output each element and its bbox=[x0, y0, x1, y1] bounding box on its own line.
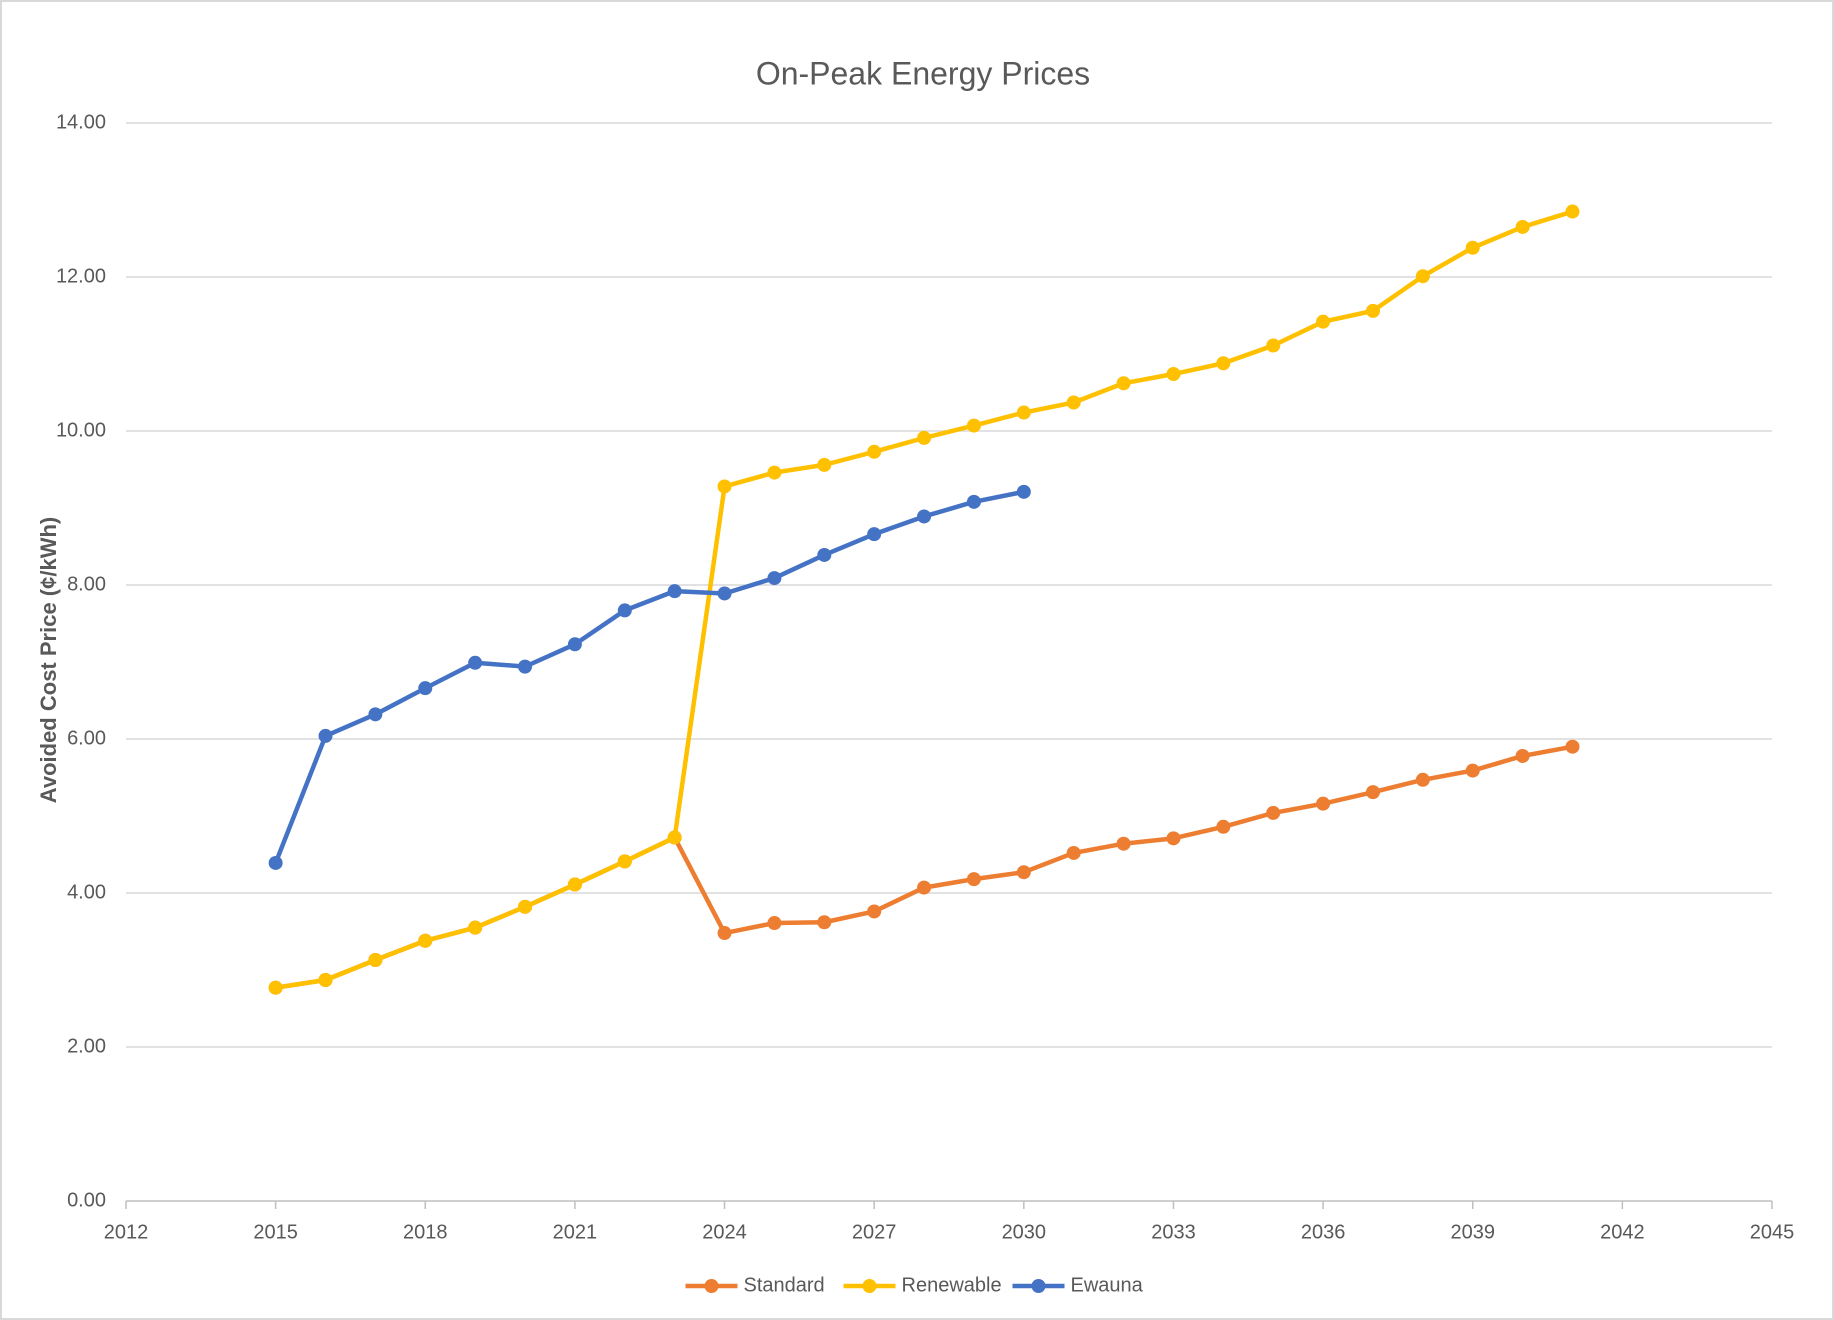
data-point bbox=[1565, 204, 1580, 219]
data-point bbox=[966, 418, 981, 433]
data-point bbox=[268, 980, 283, 995]
data-point bbox=[1316, 796, 1331, 811]
data-point bbox=[567, 637, 582, 652]
data-point bbox=[268, 855, 283, 870]
chart-title: On-Peak Energy Prices bbox=[756, 55, 1090, 91]
data-point bbox=[867, 444, 882, 459]
data-point bbox=[368, 952, 383, 967]
x-tick-label: 2021 bbox=[553, 1221, 598, 1243]
legend-marker bbox=[704, 1279, 719, 1293]
data-point bbox=[1465, 240, 1480, 255]
data-point bbox=[817, 915, 832, 930]
data-point bbox=[1266, 338, 1281, 353]
data-point bbox=[1565, 739, 1580, 754]
legend-label: Standard bbox=[744, 1274, 825, 1296]
data-point bbox=[1515, 748, 1530, 763]
data-point bbox=[1415, 772, 1430, 787]
x-tick-label: 2036 bbox=[1301, 1221, 1346, 1243]
data-point bbox=[717, 926, 732, 941]
y-axis-label: Avoided Cost Price (¢/kWh) bbox=[36, 517, 61, 803]
data-point bbox=[717, 586, 732, 601]
data-point bbox=[468, 655, 483, 670]
data-point bbox=[1016, 484, 1031, 499]
legend-marker bbox=[1031, 1279, 1046, 1293]
y-tick-label: 0.00 bbox=[67, 1189, 106, 1211]
data-point bbox=[617, 603, 632, 618]
data-point bbox=[767, 465, 782, 480]
data-point bbox=[966, 872, 981, 887]
data-point bbox=[917, 880, 932, 895]
data-point bbox=[468, 920, 483, 935]
data-point bbox=[817, 457, 832, 472]
data-point bbox=[767, 571, 782, 586]
data-point bbox=[368, 707, 383, 722]
y-tick-label: 6.00 bbox=[67, 727, 106, 749]
data-point bbox=[667, 830, 682, 845]
data-point bbox=[817, 547, 832, 562]
data-point bbox=[966, 494, 981, 509]
x-tick-label: 2012 bbox=[104, 1221, 149, 1243]
x-tick-label: 2045 bbox=[1750, 1221, 1795, 1243]
data-point bbox=[867, 527, 882, 542]
data-point bbox=[418, 681, 433, 696]
data-point bbox=[1016, 405, 1031, 420]
data-point bbox=[767, 916, 782, 931]
data-point bbox=[418, 933, 433, 948]
series-line bbox=[273, 489, 1025, 864]
data-point bbox=[518, 659, 533, 674]
data-point bbox=[1166, 367, 1181, 382]
x-tick-label: 2018 bbox=[403, 1221, 448, 1243]
data-point bbox=[1465, 763, 1480, 778]
x-tick-label: 2030 bbox=[1002, 1221, 1047, 1243]
data-point bbox=[667, 584, 682, 599]
x-tick-label: 2033 bbox=[1151, 1221, 1196, 1243]
data-point bbox=[1266, 805, 1281, 820]
x-tick-label: 2015 bbox=[253, 1221, 298, 1243]
y-tick-label: 8.00 bbox=[67, 573, 106, 595]
data-point bbox=[867, 904, 882, 919]
y-tick-label: 2.00 bbox=[67, 1035, 106, 1057]
x-tick-label: 2027 bbox=[852, 1221, 897, 1243]
data-point bbox=[1316, 314, 1331, 329]
data-point bbox=[917, 509, 932, 524]
data-point bbox=[1016, 865, 1031, 880]
data-point bbox=[318, 728, 333, 743]
data-point bbox=[1066, 395, 1081, 410]
data-point bbox=[1166, 831, 1181, 846]
x-tick-label: 2024 bbox=[702, 1221, 747, 1243]
data-point bbox=[617, 854, 632, 869]
y-tick-label: 4.00 bbox=[67, 881, 106, 903]
data-point bbox=[717, 479, 732, 494]
data-point bbox=[917, 430, 932, 445]
y-tick-label: 12.00 bbox=[56, 265, 106, 287]
legend-marker bbox=[862, 1279, 877, 1293]
data-point bbox=[567, 877, 582, 892]
data-point bbox=[1415, 269, 1430, 284]
data-point bbox=[1116, 836, 1131, 851]
data-point bbox=[1216, 819, 1231, 834]
data-point bbox=[1066, 845, 1081, 860]
y-tick-label: 10.00 bbox=[56, 419, 106, 441]
data-point bbox=[518, 899, 533, 914]
data-point bbox=[1116, 376, 1131, 391]
x-tick-label: 2039 bbox=[1450, 1221, 1495, 1243]
data-point bbox=[1365, 303, 1380, 318]
data-point bbox=[318, 973, 333, 988]
legend-label: Renewable bbox=[902, 1274, 1002, 1296]
y-tick-label: 14.00 bbox=[56, 111, 106, 133]
data-point bbox=[1515, 219, 1530, 234]
data-point bbox=[1365, 785, 1380, 800]
data-point bbox=[1216, 356, 1231, 371]
legend-label: Ewauna bbox=[1071, 1274, 1144, 1296]
x-tick-label: 2042 bbox=[1600, 1221, 1645, 1243]
